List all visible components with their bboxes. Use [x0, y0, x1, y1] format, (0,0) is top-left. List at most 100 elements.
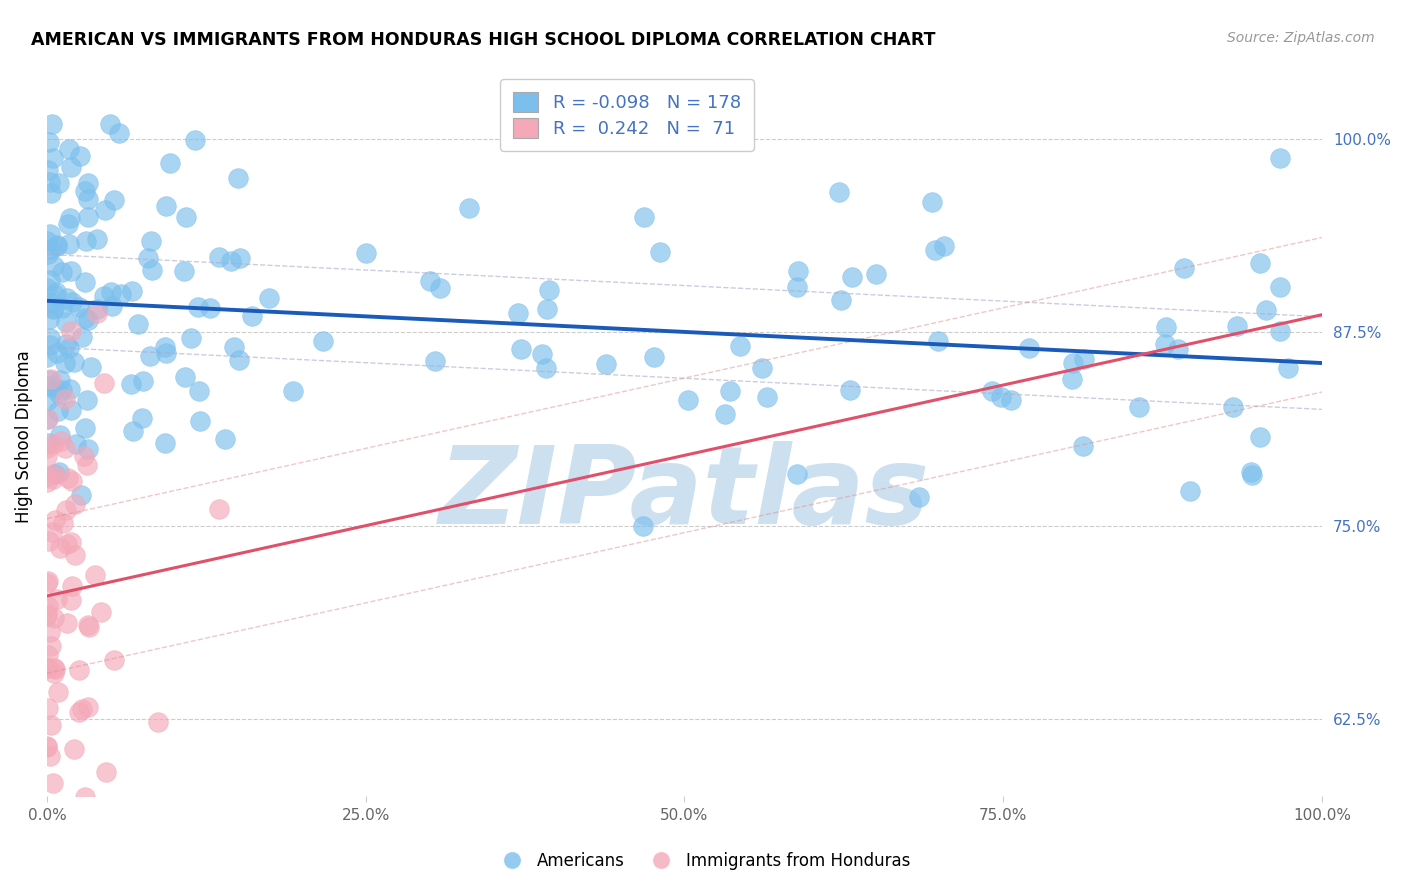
Point: [44, 843, 66, 857]
Point: [39, 331, 62, 345]
Point: [1277, 360, 1299, 375]
Point: [226, 170, 249, 185]
Point: [537, 283, 560, 297]
Y-axis label: High School Diploma: High School Diploma: [15, 351, 32, 523]
Point: [536, 361, 558, 376]
Point: [1018, 341, 1040, 355]
Point: [75, 275, 97, 289]
Point: [46, 239, 69, 253]
Point: [678, 393, 700, 408]
Point: [93, 376, 115, 391]
Point: [37, 163, 59, 178]
Point: [208, 502, 231, 516]
Point: [51, 265, 73, 279]
Point: [101, 299, 124, 313]
Point: [93, 202, 115, 217]
Point: [830, 293, 852, 307]
Point: [48, 685, 70, 699]
Point: [39, 717, 62, 731]
Point: [756, 390, 779, 404]
Point: [312, 334, 335, 349]
Point: [37, 475, 59, 489]
Point: [38, 273, 60, 287]
Point: [39, 338, 62, 352]
Point: [228, 353, 250, 368]
Point: [1249, 256, 1271, 270]
Point: [35, 449, 58, 463]
Point: [136, 251, 159, 265]
Point: [76, 458, 98, 472]
Point: [1226, 318, 1249, 333]
Point: [76, 210, 98, 224]
Point: [86, 301, 108, 316]
Point: [37, 435, 59, 450]
Point: [1268, 151, 1291, 165]
Point: [60, 263, 83, 277]
Point: [176, 210, 198, 224]
Point: [595, 357, 617, 371]
Point: [55, 336, 77, 351]
Point: [35, 441, 58, 455]
Point: [219, 254, 242, 268]
Point: [76, 192, 98, 206]
Point: [786, 280, 808, 294]
Point: [37, 574, 59, 588]
Point: [37, 607, 59, 621]
Point: [138, 350, 160, 364]
Point: [53, 441, 76, 455]
Point: [70, 702, 93, 716]
Point: [281, 384, 304, 398]
Point: [46, 591, 69, 606]
Point: [141, 262, 163, 277]
Point: [69, 148, 91, 162]
Point: [1270, 280, 1292, 294]
Point: [1254, 302, 1277, 317]
Point: [457, 202, 479, 216]
Point: [110, 287, 132, 301]
Point: [37, 234, 59, 248]
Point: [44, 661, 66, 675]
Point: [828, 185, 851, 199]
Point: [75, 310, 97, 325]
Point: [48, 177, 70, 191]
Point: [35, 660, 58, 674]
Text: ZIPatlas: ZIPatlas: [439, 442, 929, 547]
Point: [536, 301, 558, 316]
Point: [46, 346, 69, 360]
Point: [63, 497, 86, 511]
Point: [63, 355, 86, 369]
Point: [37, 379, 59, 393]
Point: [132, 374, 155, 388]
Point: [934, 239, 956, 253]
Point: [1071, 439, 1094, 453]
Point: [93, 289, 115, 303]
Point: [75, 184, 97, 198]
Point: [44, 382, 66, 396]
Point: [1153, 337, 1175, 351]
Point: [354, 246, 377, 260]
Legend: R = -0.098   N = 178, R =  0.242   N =  71: R = -0.098 N = 178, R = 0.242 N = 71: [501, 79, 754, 151]
Point: [198, 301, 221, 316]
Point: [187, 384, 209, 398]
Point: [38, 625, 60, 640]
Point: [67, 300, 90, 314]
Point: [751, 361, 773, 376]
Point: [1062, 356, 1084, 370]
Point: [56, 291, 79, 305]
Point: [184, 133, 207, 147]
Point: [44, 513, 66, 527]
Point: [120, 377, 142, 392]
Point: [508, 306, 530, 320]
Point: [787, 264, 810, 278]
Point: [59, 402, 82, 417]
Point: [42, 152, 65, 166]
Point: [35, 412, 58, 426]
Point: [927, 334, 949, 348]
Point: [39, 749, 62, 764]
Point: [103, 653, 125, 667]
Point: [44, 288, 66, 302]
Point: [60, 324, 83, 338]
Point: [37, 608, 59, 623]
Point: [38, 534, 60, 549]
Point: [49, 428, 72, 442]
